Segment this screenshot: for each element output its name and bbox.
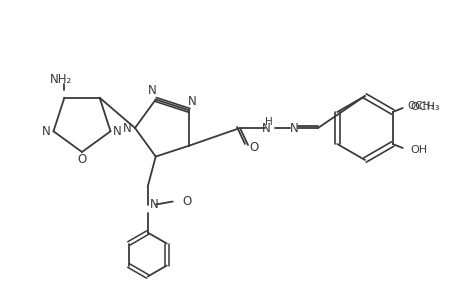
Text: O: O <box>182 195 191 208</box>
Text: N: N <box>150 198 159 211</box>
Text: N: N <box>289 122 298 134</box>
Text: N: N <box>42 125 51 138</box>
Text: O: O <box>77 152 86 166</box>
Text: N: N <box>261 122 270 134</box>
Text: OH: OH <box>409 145 426 155</box>
Text: OCH₃: OCH₃ <box>406 101 433 111</box>
Text: N: N <box>187 95 196 108</box>
Text: OCH₃: OCH₃ <box>410 102 439 112</box>
Text: H: H <box>264 117 272 127</box>
Text: O: O <box>249 140 258 154</box>
Text: N: N <box>123 122 131 134</box>
Text: N: N <box>148 84 157 97</box>
Text: NH₂: NH₂ <box>50 73 73 86</box>
Text: N: N <box>113 125 122 138</box>
